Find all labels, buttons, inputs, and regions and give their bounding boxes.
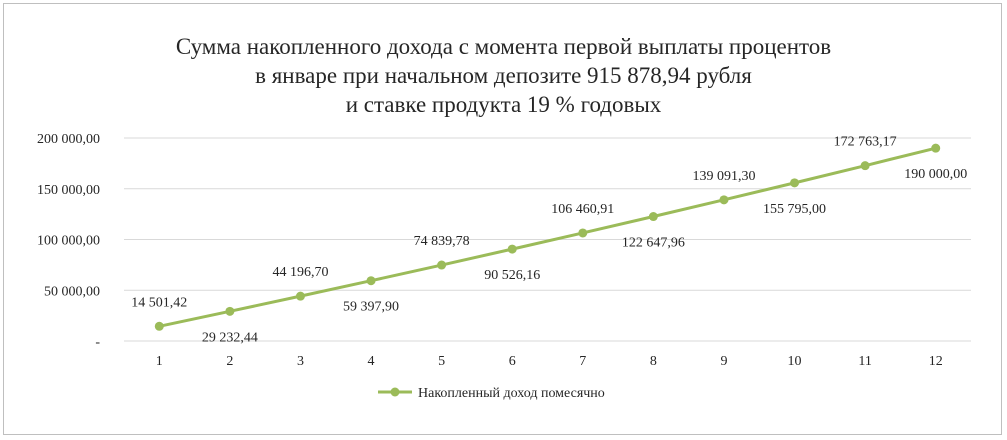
x-tick-label: 2 — [226, 354, 233, 369]
data-label: 106 460,91 — [551, 202, 614, 217]
x-tick-label: 1 — [156, 354, 163, 369]
data-label: 74 839,78 — [414, 234, 470, 249]
x-tick-label: 5 — [438, 354, 445, 369]
x-tick-label: 12 — [929, 354, 943, 369]
data-label: 14 501,42 — [131, 295, 187, 310]
y-tick-label: 150 000,00 — [37, 183, 100, 198]
data-point — [719, 195, 729, 205]
data-point — [225, 306, 235, 316]
data-point — [295, 291, 305, 301]
chart-title: Сумма накопленного дохода с момента перв… — [175, 34, 832, 117]
x-tick-label: 11 — [858, 354, 871, 369]
data-point — [507, 244, 517, 254]
data-label: 29 232,44 — [202, 330, 258, 345]
data-point — [931, 143, 941, 153]
data-point — [366, 276, 376, 286]
x-tick-label: 4 — [368, 354, 375, 369]
data-label: 155 795,00 — [763, 202, 826, 217]
data-point — [648, 212, 658, 222]
data-label: 190 000,00 — [904, 167, 967, 182]
series-line — [158, 146, 937, 328]
x-tick-label: 10 — [788, 354, 802, 369]
data-label: 90 526,16 — [484, 268, 540, 283]
y-tick-label: 100 000,00 — [37, 234, 100, 249]
y-tick-label: - — [95, 335, 100, 350]
x-tick-label: 6 — [509, 354, 516, 369]
y-tick-label: 50 000,00 — [44, 284, 100, 299]
x-tick-label: 7 — [579, 354, 586, 369]
chart-frame — [3, 3, 1002, 435]
data-point — [437, 260, 447, 270]
data-point — [790, 178, 800, 188]
data-point — [154, 321, 164, 331]
data-point — [860, 161, 870, 171]
data-point — [578, 228, 588, 238]
x-tick-label: 3 — [297, 354, 304, 369]
x-tick-label: 8 — [650, 354, 657, 369]
data-label: 122 647,96 — [622, 236, 685, 251]
legend-swatch-marker — [390, 387, 400, 397]
x-tick-label: 9 — [720, 354, 727, 369]
legend-label: Накопленный доход помесячно — [418, 386, 605, 401]
data-label: 139 091,30 — [692, 169, 755, 184]
data-label: 44 196,70 — [272, 265, 328, 280]
data-label: 172 763,17 — [834, 135, 897, 150]
data-label: 59 397,90 — [343, 300, 399, 315]
y-tick-label: 200 000,00 — [37, 132, 100, 147]
